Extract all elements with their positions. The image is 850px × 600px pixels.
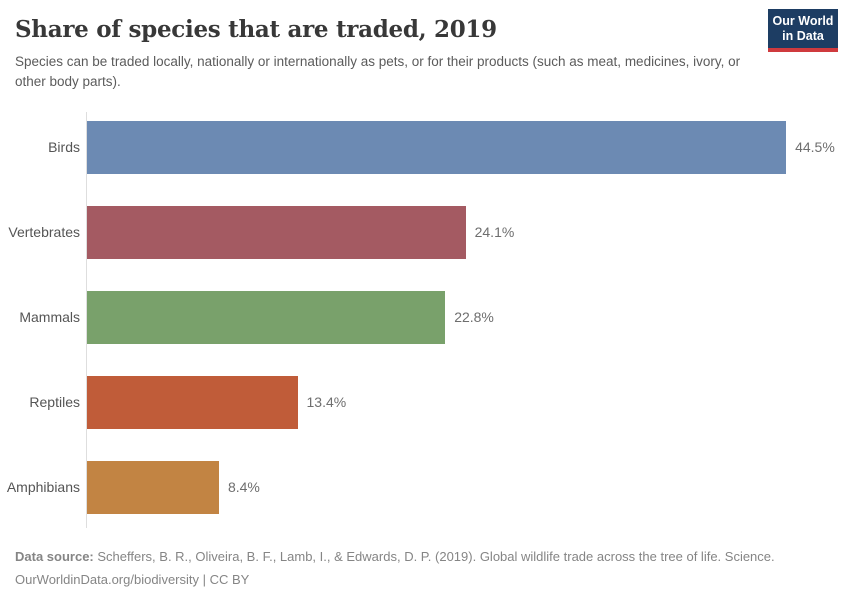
value-label-vertebrates: 24.1% [474,224,515,240]
bar-chart: Birds 44.5% Vertebrates 24.1% Mammals 22.8% Re… [0,112,850,528]
category-label-mammals: Mammals [19,309,80,325]
owid-logo[interactable]: Our World in Data [768,9,838,52]
chart-footer: Data source: Scheffers, B. R., Oliveira,… [15,545,835,591]
owid-logo-line2: in Data [782,29,824,43]
datasource-text: Scheffers, B. R., Oliveira, B. F., Lamb,… [97,549,775,564]
bar-vertebrates[interactable] [87,206,466,259]
page-title: Share of species that are traded, 2019 [15,16,497,43]
owid-logo-accent-bar [768,48,838,52]
owid-logo-line1: Our World [772,14,834,28]
category-label-vertebrates: Vertebrates [8,224,80,240]
chart-row: Mammals 22.8% [0,291,850,344]
value-label-birds: 44.5% [795,139,835,155]
chart-row: Amphibians 8.4% [0,461,850,514]
bar-mammals[interactable] [87,291,446,344]
license-line[interactable]: OurWorldinData.org/biodiversity | CC BY [15,572,250,587]
bar-birds[interactable] [87,121,787,174]
value-label-amphibians: 8.4% [227,479,260,495]
category-label-amphibians: Amphibians [6,479,80,495]
category-label-birds: Birds [48,139,80,155]
chart-row: Birds 44.5% [0,121,850,174]
value-label-mammals: 22.8% [454,309,494,325]
bar-amphibians[interactable] [87,461,219,514]
bar-reptiles[interactable] [87,376,298,429]
chart-row: Vertebrates 24.1% [0,206,850,259]
y-axis-line [86,112,87,528]
chart-row: Reptiles 13.4% [0,376,850,429]
value-label-reptiles: 13.4% [306,394,347,410]
datasource-line: Data source: Scheffers, B. R., Oliveira,… [15,545,835,568]
datasource-label: Data source: [15,549,94,564]
chart-subtitle: Species can be traded locally, nationall… [15,54,741,89]
category-label-reptiles: Reptiles [29,394,80,410]
